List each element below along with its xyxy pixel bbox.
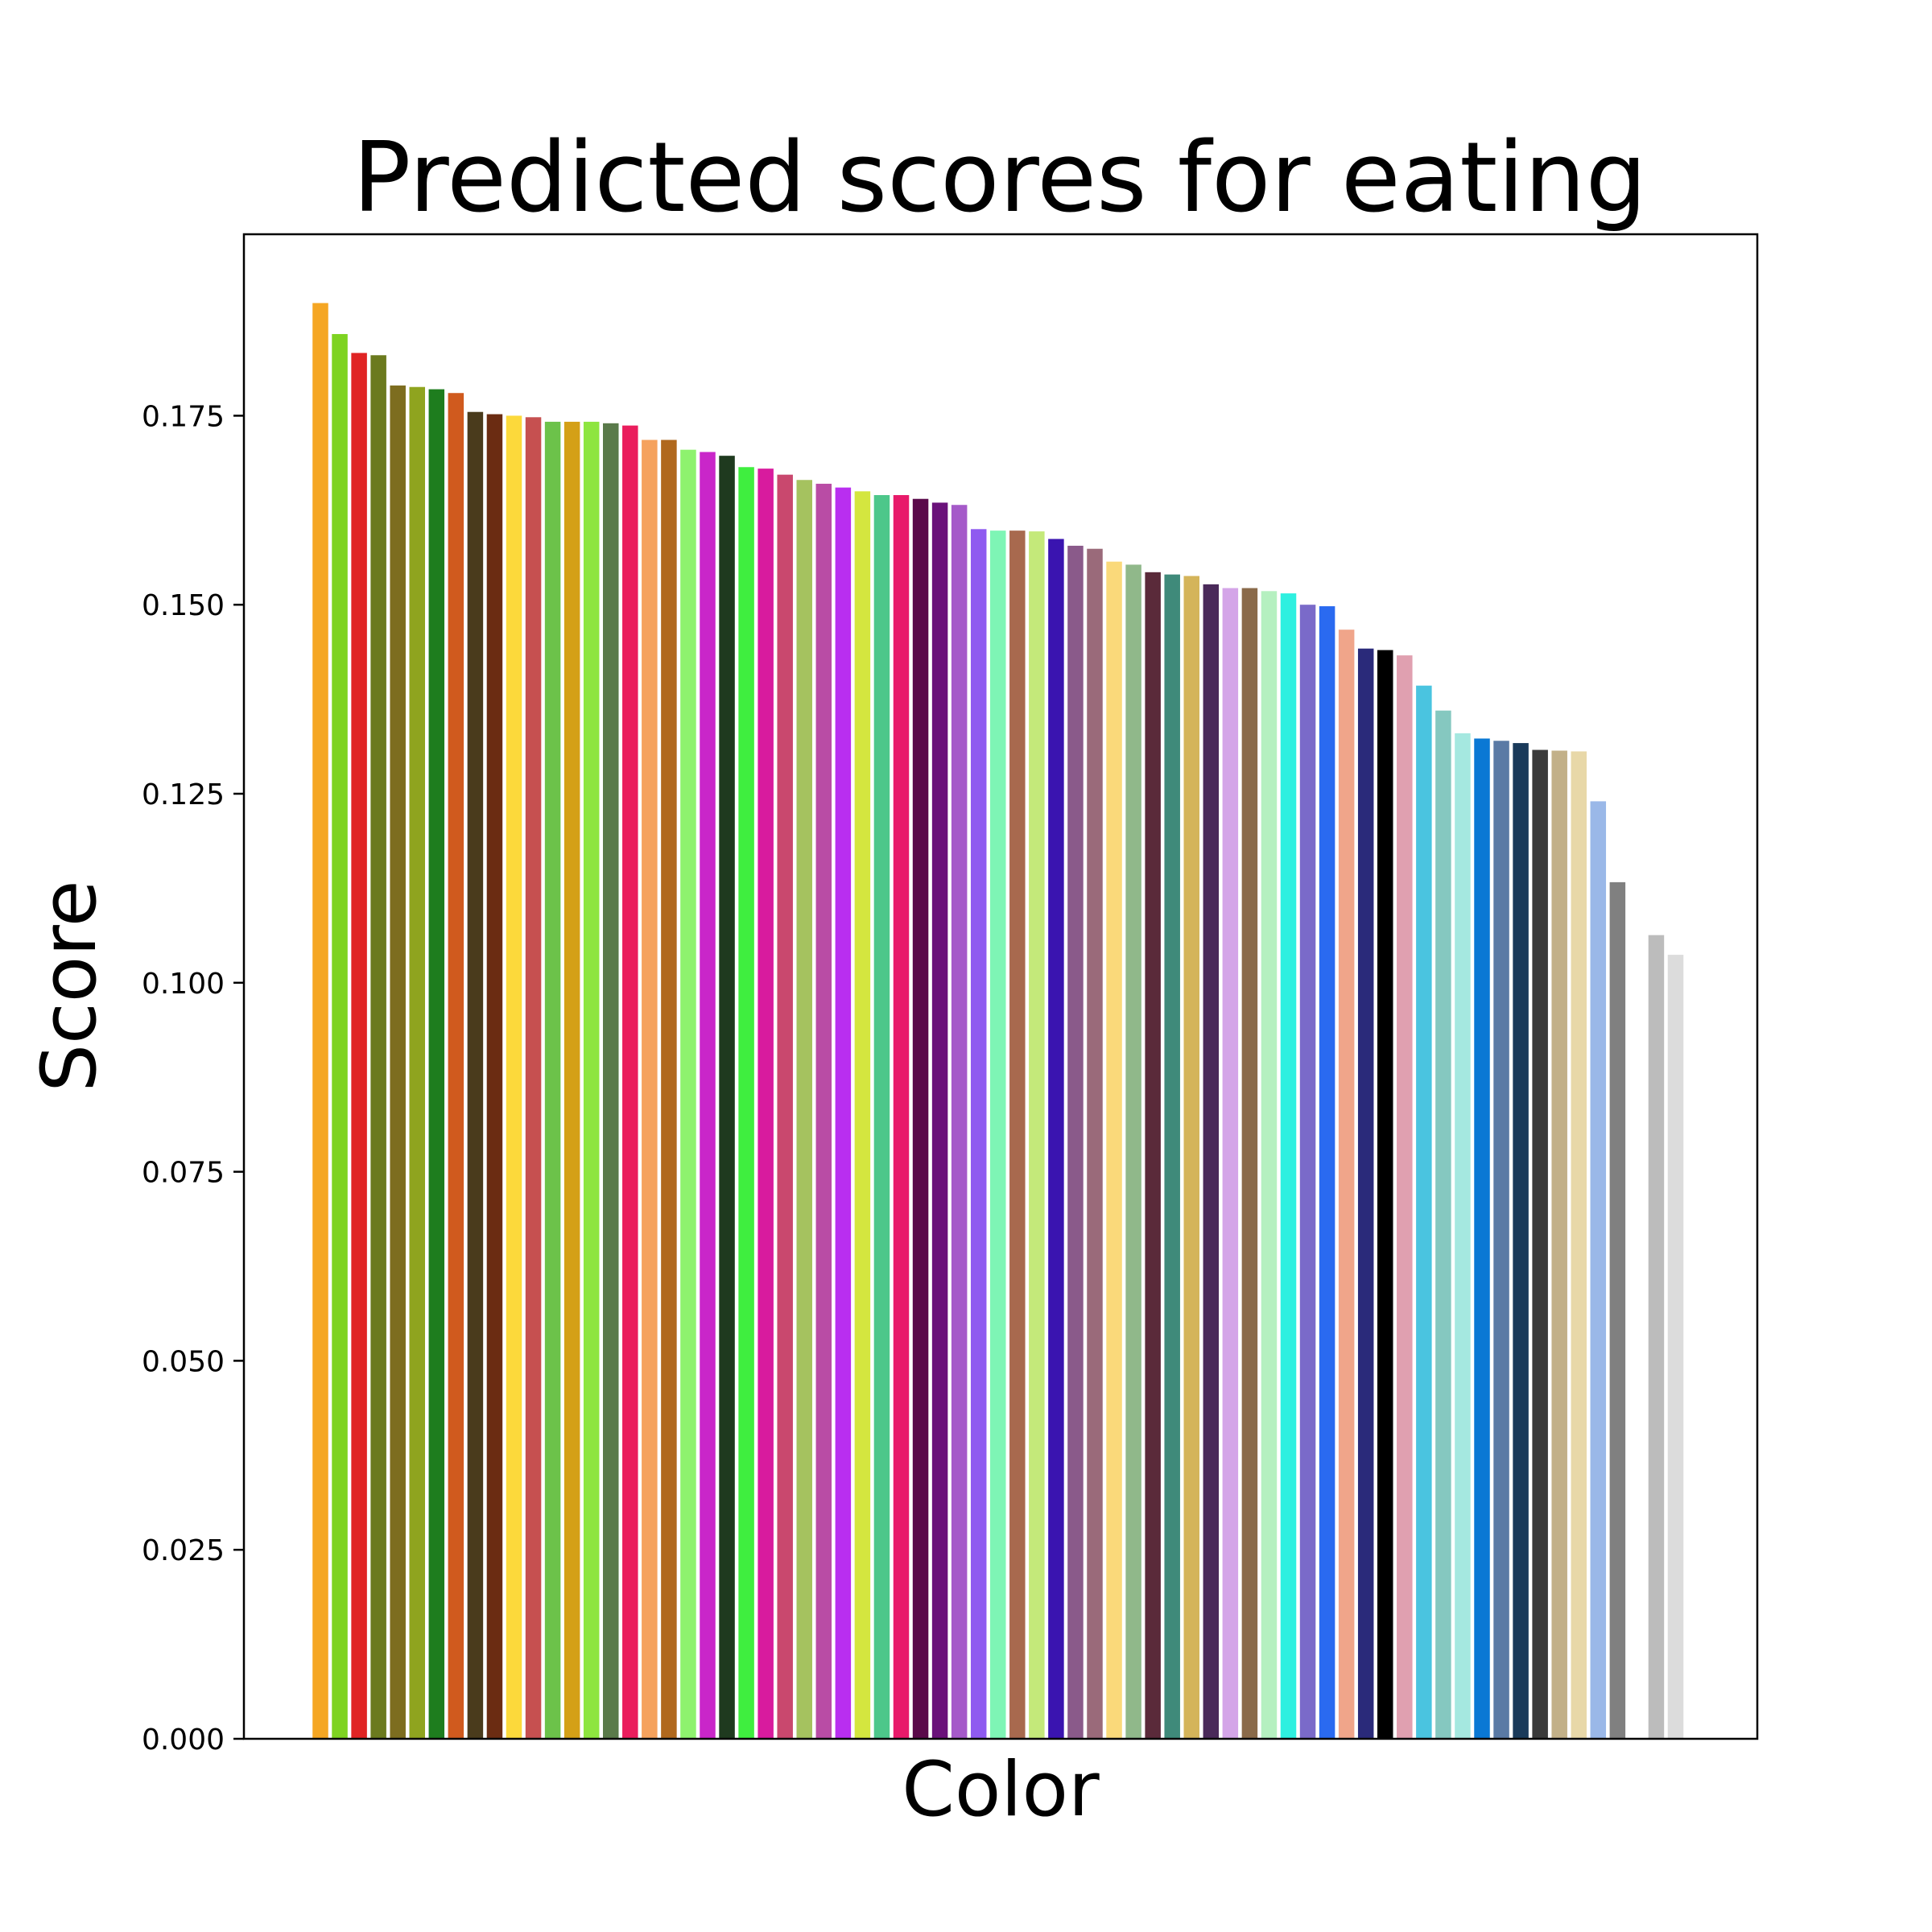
y-tick-label: 0.075: [142, 1157, 225, 1190]
bar: [1455, 733, 1471, 1739]
bar: [815, 483, 832, 1740]
bar: [1397, 655, 1413, 1739]
bar: [700, 452, 716, 1739]
bar: [622, 425, 638, 1739]
bar: [1009, 530, 1026, 1740]
y-tick-label: 0.175: [142, 400, 225, 433]
bars-group: [312, 303, 1684, 1740]
bar: [990, 530, 1006, 1740]
bar: [970, 529, 987, 1739]
bar: [1241, 588, 1258, 1739]
y-tick-label: 0.050: [142, 1345, 225, 1378]
bar: [448, 393, 464, 1740]
bar: [428, 389, 445, 1739]
bar: [758, 469, 774, 1739]
bar: [680, 449, 696, 1740]
bar: [835, 487, 852, 1739]
bar: [1299, 605, 1316, 1740]
bar: [1551, 750, 1567, 1739]
bar: [796, 480, 812, 1739]
bar: [1145, 572, 1161, 1739]
bar: [1087, 548, 1103, 1740]
chart-title: Predicted scores for eating: [353, 122, 1647, 234]
bar: [1609, 881, 1626, 1739]
bar: [1261, 591, 1278, 1739]
x-axis-label: Color: [902, 1746, 1100, 1834]
bar: [1513, 743, 1529, 1739]
bar: [854, 491, 871, 1739]
bar: [661, 440, 677, 1740]
bar: [777, 474, 793, 1740]
bar: [1029, 531, 1045, 1739]
y-tick-label: 0.000: [142, 1724, 225, 1757]
y-tick-label: 0.025: [142, 1534, 225, 1567]
bar: [1164, 574, 1180, 1739]
bar: [351, 353, 367, 1740]
bar: [719, 456, 735, 1740]
bar: [1590, 801, 1607, 1739]
bar: [332, 333, 348, 1740]
bar: [525, 417, 542, 1739]
bar: [1648, 935, 1665, 1739]
bar: [1357, 648, 1374, 1740]
bar: [1067, 545, 1084, 1740]
bar: [893, 495, 910, 1739]
bar: [1125, 564, 1141, 1740]
bar: [564, 421, 580, 1740]
bar: [1319, 606, 1335, 1739]
bar: [1474, 738, 1490, 1740]
bar: [1338, 630, 1355, 1740]
y-axis-label: Score: [26, 880, 114, 1092]
bar: [506, 415, 522, 1740]
bar: [738, 467, 754, 1739]
bar: [370, 355, 386, 1739]
bar: [1571, 751, 1587, 1740]
bar: [1416, 685, 1432, 1740]
y-tick-label: 0.100: [142, 968, 225, 1001]
y-tick-label: 0.150: [142, 589, 225, 622]
bar: [642, 440, 658, 1740]
bar: [603, 423, 619, 1739]
bar: [1048, 539, 1064, 1739]
bar: [1377, 650, 1393, 1739]
bar: [1435, 710, 1451, 1740]
bar: [931, 502, 948, 1740]
bar: [390, 385, 406, 1740]
y-axis: 0.000 0.025 0.050 0.075 0.100 0.125 0.150 0.175: [142, 400, 244, 1757]
bar: [467, 411, 484, 1740]
bar: [1106, 561, 1122, 1740]
bar: [1222, 588, 1239, 1739]
bar: [1183, 576, 1199, 1739]
bar: [544, 421, 561, 1740]
bar: [486, 414, 503, 1739]
bar: [312, 303, 328, 1740]
bar: [1203, 584, 1220, 1739]
bar: [409, 386, 425, 1740]
bar: [1493, 741, 1509, 1739]
plot-frame: [242, 233, 1759, 1740]
bar: [873, 495, 890, 1739]
bar: [912, 498, 929, 1739]
bar: [1532, 749, 1548, 1739]
bar: [1280, 593, 1297, 1739]
y-tick-label: 0.125: [142, 778, 225, 811]
bar: [951, 505, 968, 1739]
bar: [583, 421, 600, 1740]
bar: [1667, 955, 1684, 1739]
